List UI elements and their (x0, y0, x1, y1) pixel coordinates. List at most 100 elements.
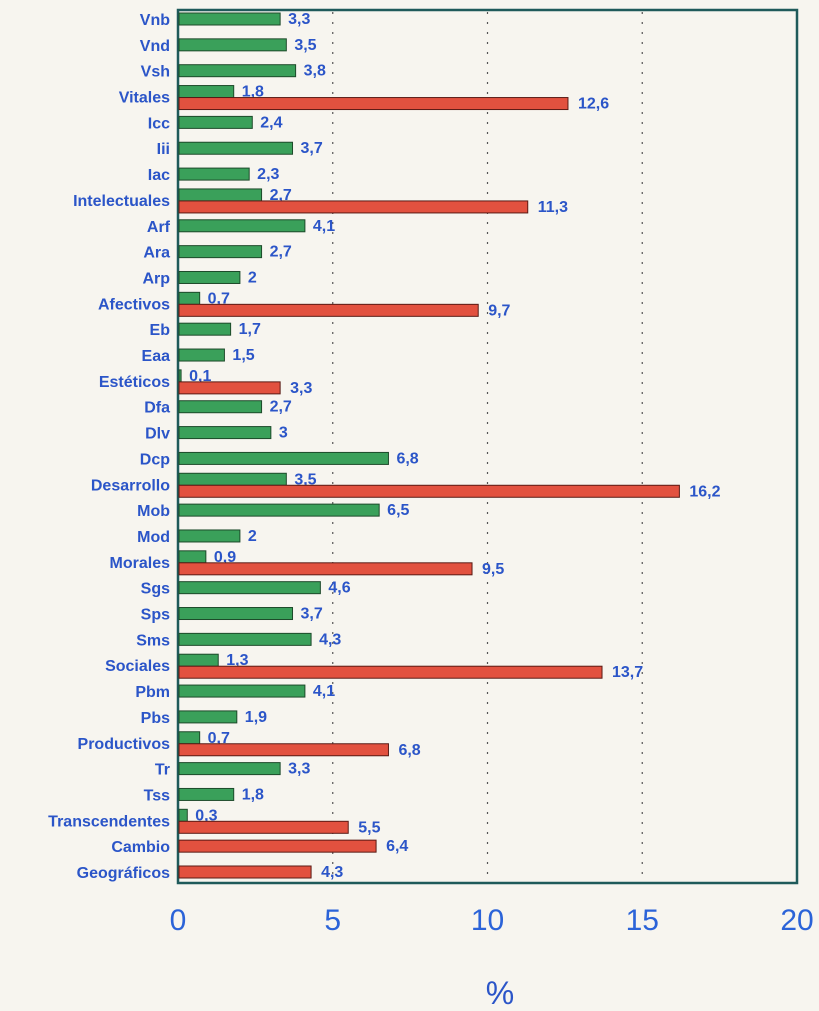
bar-value-label: 1,3 (226, 652, 248, 669)
bar-detail (178, 38, 287, 52)
bar-value-label: 2 (248, 528, 257, 545)
bar-category (178, 839, 377, 853)
x-tick-label: 15 (626, 904, 659, 937)
bar-value-label: 1,7 (239, 321, 261, 338)
category-label: Estéticos (99, 374, 170, 391)
bar-value-label: 6,5 (387, 502, 409, 519)
bar-detail (178, 451, 389, 465)
category-label: Dlv (145, 426, 170, 443)
bar-value-label: 2 (248, 269, 257, 286)
category-label: Vnd (140, 38, 170, 55)
bar-detail (178, 369, 182, 383)
bar-detail (178, 400, 263, 414)
category-label: Eb (150, 322, 171, 339)
bar-detail (178, 115, 253, 129)
bar-detail (178, 64, 297, 78)
bar-value-label: 4,3 (321, 864, 343, 881)
bar-value-label: 0,9 (214, 549, 236, 566)
category-label: Dfa (144, 400, 170, 417)
bar-category (178, 484, 680, 498)
category-label: Iac (148, 167, 170, 184)
bar-detail (178, 245, 263, 259)
bar-detail (178, 710, 238, 724)
category-label: Intelectuales (73, 193, 170, 210)
category-label: Pbs (141, 710, 170, 727)
bar-value-label: 3 (279, 425, 288, 442)
bar-value-label: 3,3 (290, 380, 312, 397)
bar-detail (178, 787, 235, 801)
bar-detail (178, 472, 287, 486)
bar-value-label: 2,7 (270, 244, 292, 261)
bar-value-label: 2,7 (270, 187, 292, 204)
bar-category (178, 665, 603, 679)
bar-value-label: 6,4 (386, 838, 408, 855)
category-label: Icc (148, 115, 170, 132)
bar-detail (178, 167, 250, 181)
x-tick-label: 5 (324, 904, 341, 937)
bar-value-label: 0,3 (195, 807, 217, 824)
category-label: Tss (144, 787, 170, 804)
bar-detail (178, 653, 219, 667)
bar-value-label: 4,6 (328, 580, 350, 597)
bar-value-label: 2,7 (270, 399, 292, 416)
bar-value-label: 4,1 (313, 218, 335, 235)
x-tick-label: 10 (471, 904, 504, 937)
bar-value-label: 6,8 (396, 450, 418, 467)
bar-detail (178, 607, 294, 621)
bar-detail (178, 808, 188, 822)
category-label: Sps (141, 607, 170, 624)
category-label: Vsh (141, 64, 170, 81)
bar-category (178, 303, 479, 317)
bar-value-label: 12,6 (578, 96, 609, 113)
bar-detail (178, 529, 241, 543)
bar-value-label: 3,7 (301, 140, 323, 157)
bar-detail (178, 322, 232, 336)
bar-detail (178, 762, 281, 776)
bar-category (178, 820, 349, 834)
bar-value-label: 3,5 (294, 37, 316, 54)
bar-detail (178, 731, 201, 745)
bar-value-label: 2,3 (257, 166, 279, 183)
bar-value-label: 3,3 (288, 11, 310, 28)
category-label: Mod (137, 529, 170, 546)
bar-category (178, 865, 312, 879)
bar-detail (178, 348, 225, 362)
bar-category (178, 743, 389, 757)
bar-value-label: 0,7 (208, 730, 230, 747)
bar-category (178, 381, 281, 395)
category-label: Iii (157, 141, 170, 158)
category-label: Cambio (111, 839, 170, 856)
category-label: Pbm (135, 684, 170, 701)
bar-value-label: 9,5 (482, 561, 504, 578)
x-tick-label: 20 (780, 904, 813, 937)
bar-detail (178, 684, 306, 698)
bar-detail (178, 188, 263, 202)
bar-value-label: 16,2 (689, 483, 720, 500)
category-label: Geográficos (77, 865, 170, 882)
category-label: Desarrollo (91, 477, 170, 494)
bar-value-label: 0,1 (189, 368, 211, 385)
bar-value-label: 1,8 (242, 84, 264, 101)
x-axis-title: % (486, 975, 514, 1011)
category-label: Transcendentes (48, 813, 170, 830)
bar-detail (178, 270, 241, 284)
bar-detail (178, 632, 312, 646)
category-label: Vnb (140, 12, 170, 29)
bar-value-label: 5,5 (358, 819, 380, 836)
category-label: Arf (147, 219, 171, 236)
bar-detail (178, 141, 294, 155)
bar-detail (178, 426, 272, 440)
bar-value-label: 11,3 (538, 199, 568, 216)
category-label: Productivos (78, 736, 171, 753)
bar-value-label: 2,4 (260, 114, 282, 131)
bar-category (178, 200, 529, 214)
category-label: Afectivos (98, 296, 170, 313)
x-tick-label: 0 (170, 904, 187, 937)
bar-value-label: 3,5 (294, 471, 316, 488)
bar-value-label: 4,1 (313, 683, 335, 700)
category-label: Tr (155, 762, 170, 779)
category-label: Eaa (142, 348, 171, 365)
bar-value-label: 1,9 (245, 709, 267, 726)
bar-value-label: 4,3 (319, 631, 341, 648)
